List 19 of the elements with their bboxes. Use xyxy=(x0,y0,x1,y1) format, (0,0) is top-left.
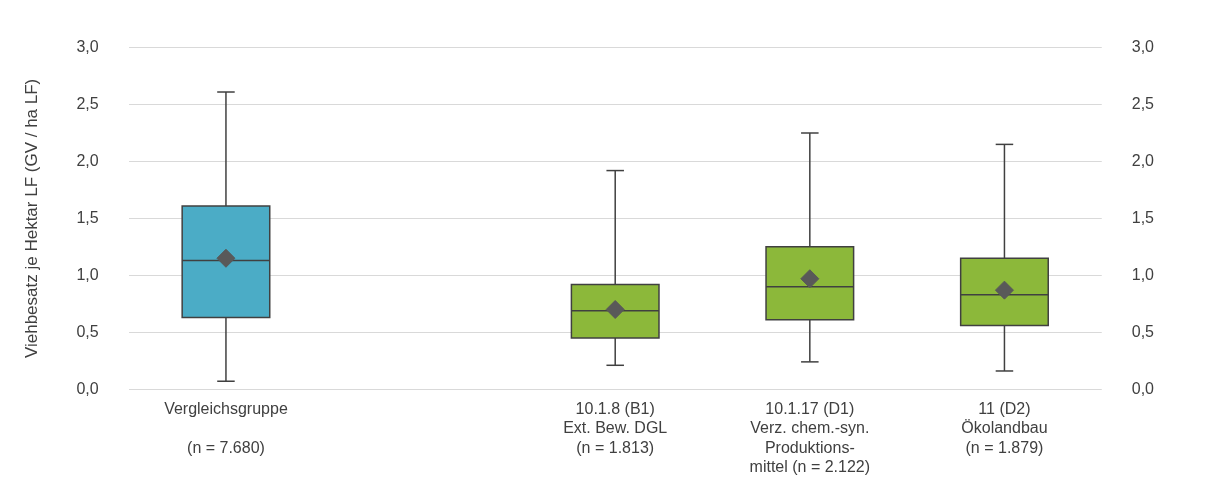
y2-tick-label: 1,0 xyxy=(1131,265,1155,283)
y-tick-label: 1,5 xyxy=(76,208,99,226)
y-tick-label: 1,0 xyxy=(76,265,99,283)
y2-tick-label: 3,0 xyxy=(1131,38,1155,56)
y2-tick-label: 2,5 xyxy=(1131,94,1155,112)
y2-tick-label: 2,0 xyxy=(1131,151,1155,169)
y-tick-label: 2,0 xyxy=(76,151,99,169)
x-tick-label: 11 (D2) Ökolandbau (n = 1.879) xyxy=(961,400,1048,456)
x-tick-label: 10.1.8 (B1) Ext. Bew. DGL (n = 1.813) xyxy=(563,400,668,456)
category-label: Vergleichsgruppe (n = 7.680) xyxy=(164,400,288,456)
y-tick-label: 0,0 xyxy=(76,379,99,397)
y-axis-title: Viehbesatz je Hektar LF (GV / ha LF) xyxy=(21,78,41,359)
y2-tick-label: 1,5 xyxy=(1131,208,1155,226)
x-tick-label: 10.1.17 (D1) Verz. chem.-syn. Produktions- mittel (n = 2.122) xyxy=(749,400,871,475)
y2-tick-label: 0,0 xyxy=(1131,379,1155,397)
y-tick-label: 2,5 xyxy=(76,94,99,112)
y2-tick-label: 0,5 xyxy=(1131,322,1155,340)
y-tick-label: 0,5 xyxy=(76,322,99,340)
y-tick-label: 3,0 xyxy=(76,38,99,56)
